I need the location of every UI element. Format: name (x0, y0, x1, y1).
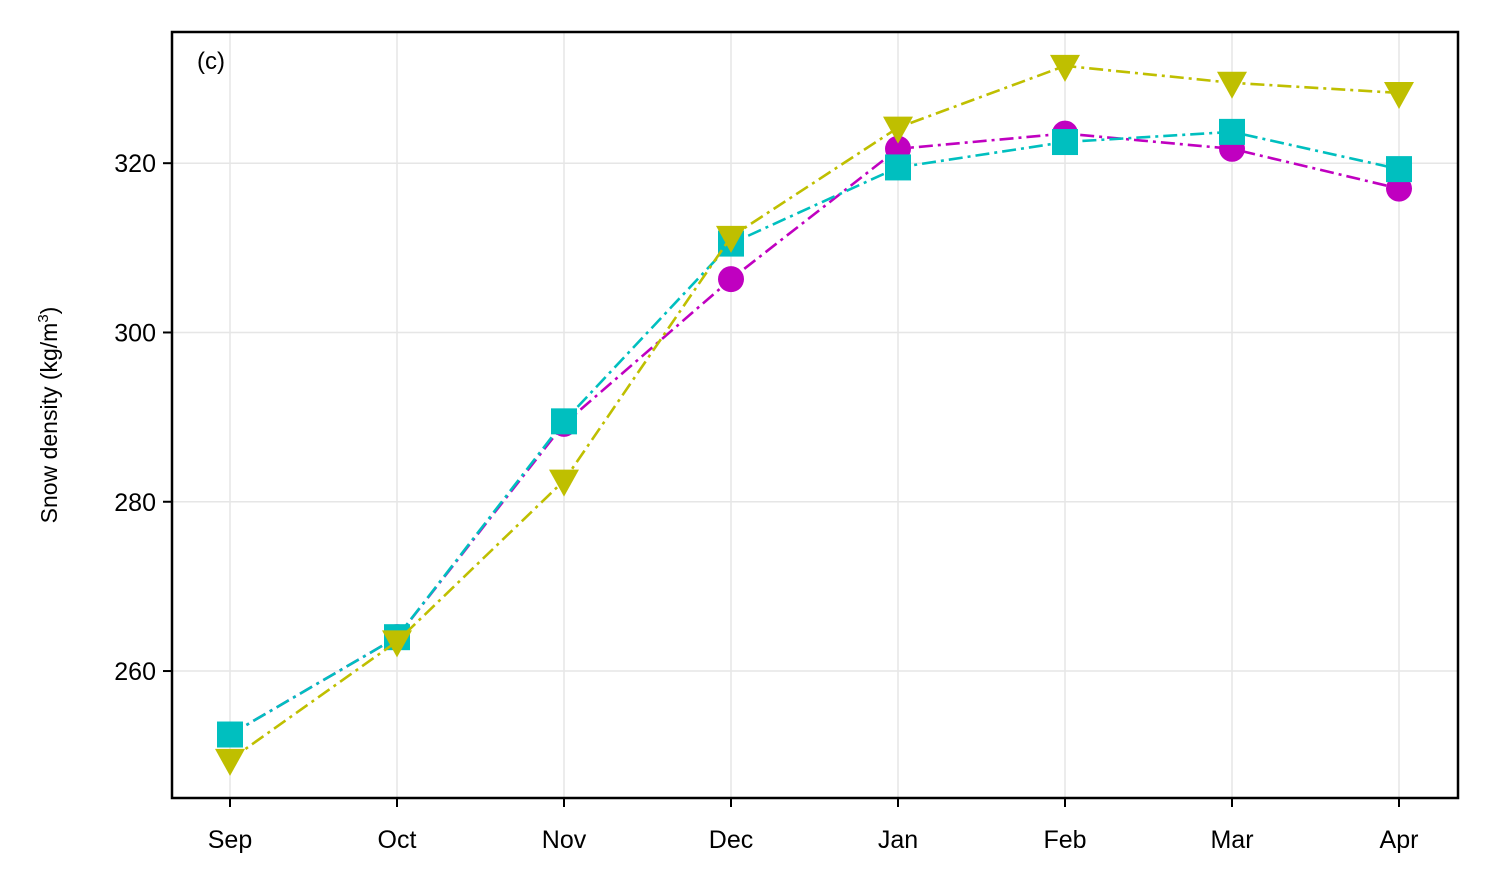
series-line (229, 132, 1400, 736)
plot-frame (170, 30, 1460, 800)
grid-lines (172, 32, 1458, 798)
series-line (229, 130, 1400, 736)
data-point-triangle (1050, 54, 1080, 82)
data-point-triangle (382, 630, 412, 658)
y-axis-title-close: ) (36, 307, 62, 315)
x-tick-label: Dec (709, 826, 753, 854)
data-point-square (1052, 129, 1078, 156)
data-point-circle (718, 266, 744, 293)
data-point-square (551, 408, 577, 435)
y-axis-title: Snow density (kg/m3) (35, 307, 62, 524)
y-tick-label: 300 (114, 319, 156, 347)
x-tick-label: Nov (542, 826, 587, 854)
series-layer (215, 54, 1414, 776)
x-tick-label: Sep (208, 826, 252, 854)
data-point-triangle (1217, 71, 1247, 99)
x-tick-label: Jan (878, 826, 918, 854)
y-axis-title-superscript: 3 (35, 314, 52, 322)
data-point-triangle (215, 748, 245, 776)
y-tick-label: 260 (114, 658, 156, 686)
x-axis: Sep Oct Nov Dec Jan Feb Mar Apr (208, 798, 1419, 854)
x-tick-label: Oct (378, 826, 417, 854)
data-point-triangle (883, 116, 913, 144)
y-axis: 260 280 300 320 (114, 150, 172, 686)
x-tick-label: Mar (1210, 826, 1253, 854)
data-point-square (885, 154, 911, 181)
data-point-square (1219, 118, 1245, 145)
data-point-triangle (1384, 81, 1414, 109)
y-tick-label: 320 (114, 150, 156, 178)
x-tick-label: Feb (1043, 826, 1086, 854)
data-point-triangle (549, 469, 579, 497)
panel-label: (c) (197, 48, 225, 75)
data-point-square (217, 721, 243, 748)
data-point-triangle (716, 225, 746, 253)
y-tick-label: 280 (114, 489, 156, 517)
series-line (229, 64, 1400, 761)
x-tick-label: Apr (1380, 826, 1419, 854)
series-triangle-down (215, 54, 1414, 776)
y-axis-title-main: Snow density (kg/m (36, 323, 62, 524)
data-point-square (1386, 156, 1412, 183)
